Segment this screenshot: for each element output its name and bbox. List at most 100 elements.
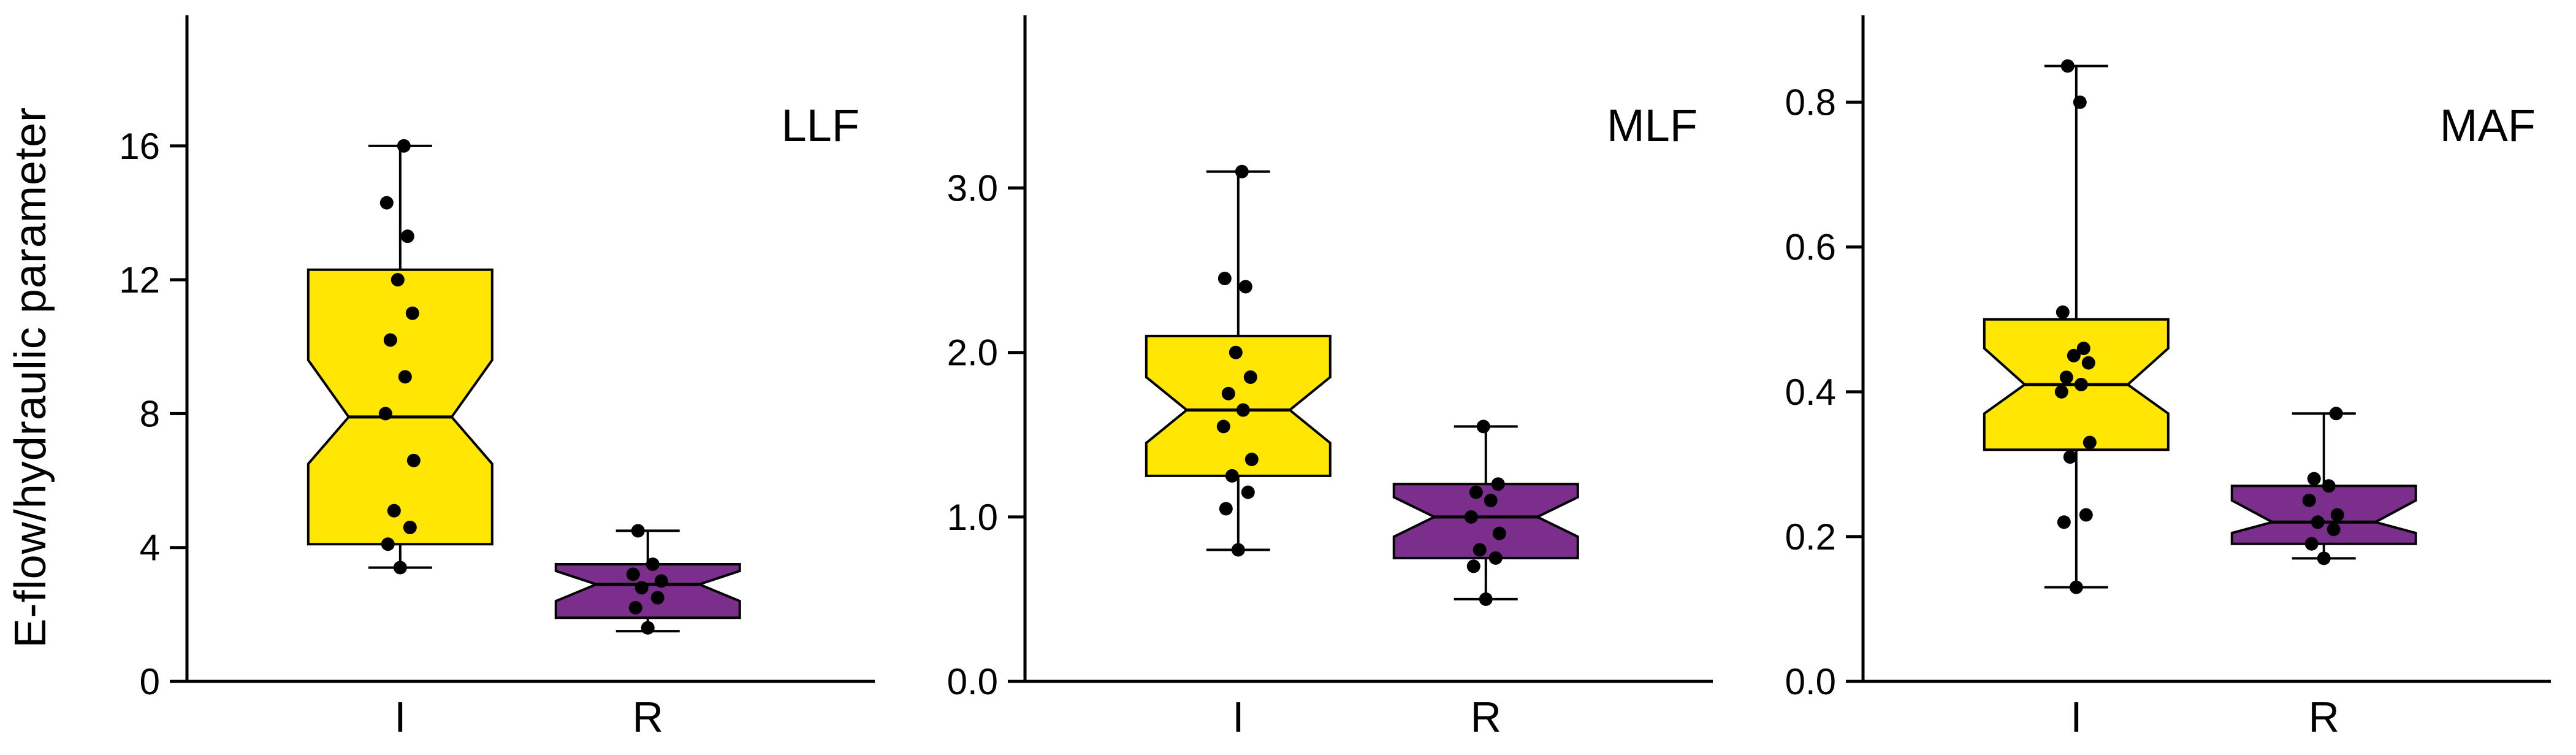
y-tick-label: 0.8	[1785, 82, 1836, 123]
data-point	[1221, 386, 1235, 400]
data-point	[2311, 515, 2325, 529]
panel-title: MAF	[2440, 100, 2536, 151]
data-point	[1236, 403, 1250, 417]
x-category-label: R	[2308, 693, 2339, 741]
data-point	[2060, 59, 2075, 73]
x-category-label: I	[394, 693, 406, 741]
data-point	[2322, 479, 2336, 493]
axis-spines	[185, 15, 875, 683]
panel-title: LLF	[781, 100, 859, 151]
data-point	[398, 370, 412, 384]
data-point	[2326, 523, 2341, 537]
data-point	[1476, 420, 1490, 434]
data-point	[646, 557, 660, 571]
data-point	[2073, 95, 2087, 109]
y-tick-label: 8	[140, 393, 160, 434]
data-point	[628, 600, 642, 615]
data-point	[2069, 580, 2083, 594]
data-point	[1231, 543, 1245, 557]
y-tick-label: 0.6	[1785, 227, 1836, 268]
notched-box	[2230, 485, 2417, 545]
data-point	[1492, 526, 1506, 540]
data-point	[2054, 385, 2068, 399]
data-points	[1464, 420, 1506, 606]
data-point	[2059, 370, 2073, 385]
data-point	[1225, 469, 1239, 483]
data-point	[1238, 280, 1252, 294]
data-points	[626, 524, 668, 635]
box-group-I	[307, 139, 493, 575]
data-point	[387, 504, 401, 518]
x-category-label: R	[632, 693, 663, 741]
data-point	[626, 567, 640, 581]
data-point	[654, 574, 668, 588]
data-point	[391, 273, 405, 287]
panel-llf: 0 4 8 12 16 LLF I R	[61, 0, 899, 755]
notched-box	[307, 268, 493, 546]
data-point	[2074, 378, 2088, 392]
data-point	[631, 524, 645, 538]
data-point	[2067, 348, 2081, 362]
data-point	[1229, 345, 1243, 359]
data-point	[1243, 370, 1257, 384]
y-tick-label: 2.0	[947, 332, 998, 374]
data-point	[379, 196, 394, 210]
data-point	[403, 520, 417, 534]
data-point	[1491, 477, 1505, 491]
data-point	[1241, 485, 1255, 499]
data-point	[1473, 543, 1487, 557]
data-point	[650, 591, 665, 605]
data-point	[2302, 493, 2316, 507]
data-point	[1466, 559, 1480, 573]
data-point	[2081, 356, 2095, 370]
data-point	[2304, 537, 2319, 551]
box-group-R	[2230, 407, 2417, 565]
data-point	[393, 561, 407, 575]
data-points	[2054, 59, 2097, 594]
panel-llf-svg: 0 4 8 12 16 LLF I R	[119, 15, 875, 741]
data-point	[2330, 508, 2344, 522]
y-tick-label: 0.4	[1785, 372, 1836, 413]
data-point	[378, 407, 392, 421]
data-point	[1244, 453, 1259, 466]
x-category-label: I	[1232, 693, 1244, 741]
y-tick-label: 0.0	[1785, 661, 1836, 702]
panel-mlf: 0.0 1.0 2.0 3.0 MLF I R	[899, 0, 1737, 755]
box-group-R	[1392, 420, 1579, 606]
data-point	[397, 139, 411, 153]
data-point	[405, 306, 419, 320]
y-tick-label: 0	[140, 661, 160, 702]
x-category-label: R	[1470, 693, 1501, 741]
data-point	[2079, 508, 2093, 522]
data-point	[1219, 502, 1233, 516]
data-point	[400, 229, 414, 243]
data-point	[2307, 472, 2321, 486]
y-tick-label: 12	[119, 259, 160, 301]
panel-maf: 0.0 0.2 0.4 0.6 0.8 MAF I R	[1737, 0, 2575, 755]
data-points	[2302, 407, 2344, 565]
data-points	[1216, 164, 1259, 557]
data-points	[378, 139, 421, 575]
data-point	[2317, 551, 2331, 565]
y-tick-label: 0.2	[1785, 516, 1836, 558]
data-point	[1216, 420, 1230, 434]
data-point	[1218, 272, 1232, 286]
notched-box	[554, 562, 741, 619]
y-axis-label-column: E-flow/hydraulic parameter	[0, 0, 61, 755]
data-point	[1469, 485, 1483, 499]
panel-title: MLF	[1607, 100, 1698, 151]
y-tick-label: 1.0	[947, 497, 998, 538]
data-point	[1488, 551, 1503, 565]
data-point	[1484, 494, 1498, 508]
panel-maf-svg: 0.0 0.2 0.4 0.6 0.8 MAF I R	[1785, 15, 2551, 741]
data-point	[406, 453, 421, 467]
data-point	[381, 537, 395, 551]
data-point	[641, 621, 655, 635]
data-point	[1235, 164, 1249, 178]
data-point	[1479, 592, 1493, 606]
data-point	[2056, 305, 2070, 319]
data-point	[2076, 342, 2090, 355]
box-group-I	[1145, 164, 1332, 557]
y-tick-label: 0.0	[947, 661, 998, 702]
